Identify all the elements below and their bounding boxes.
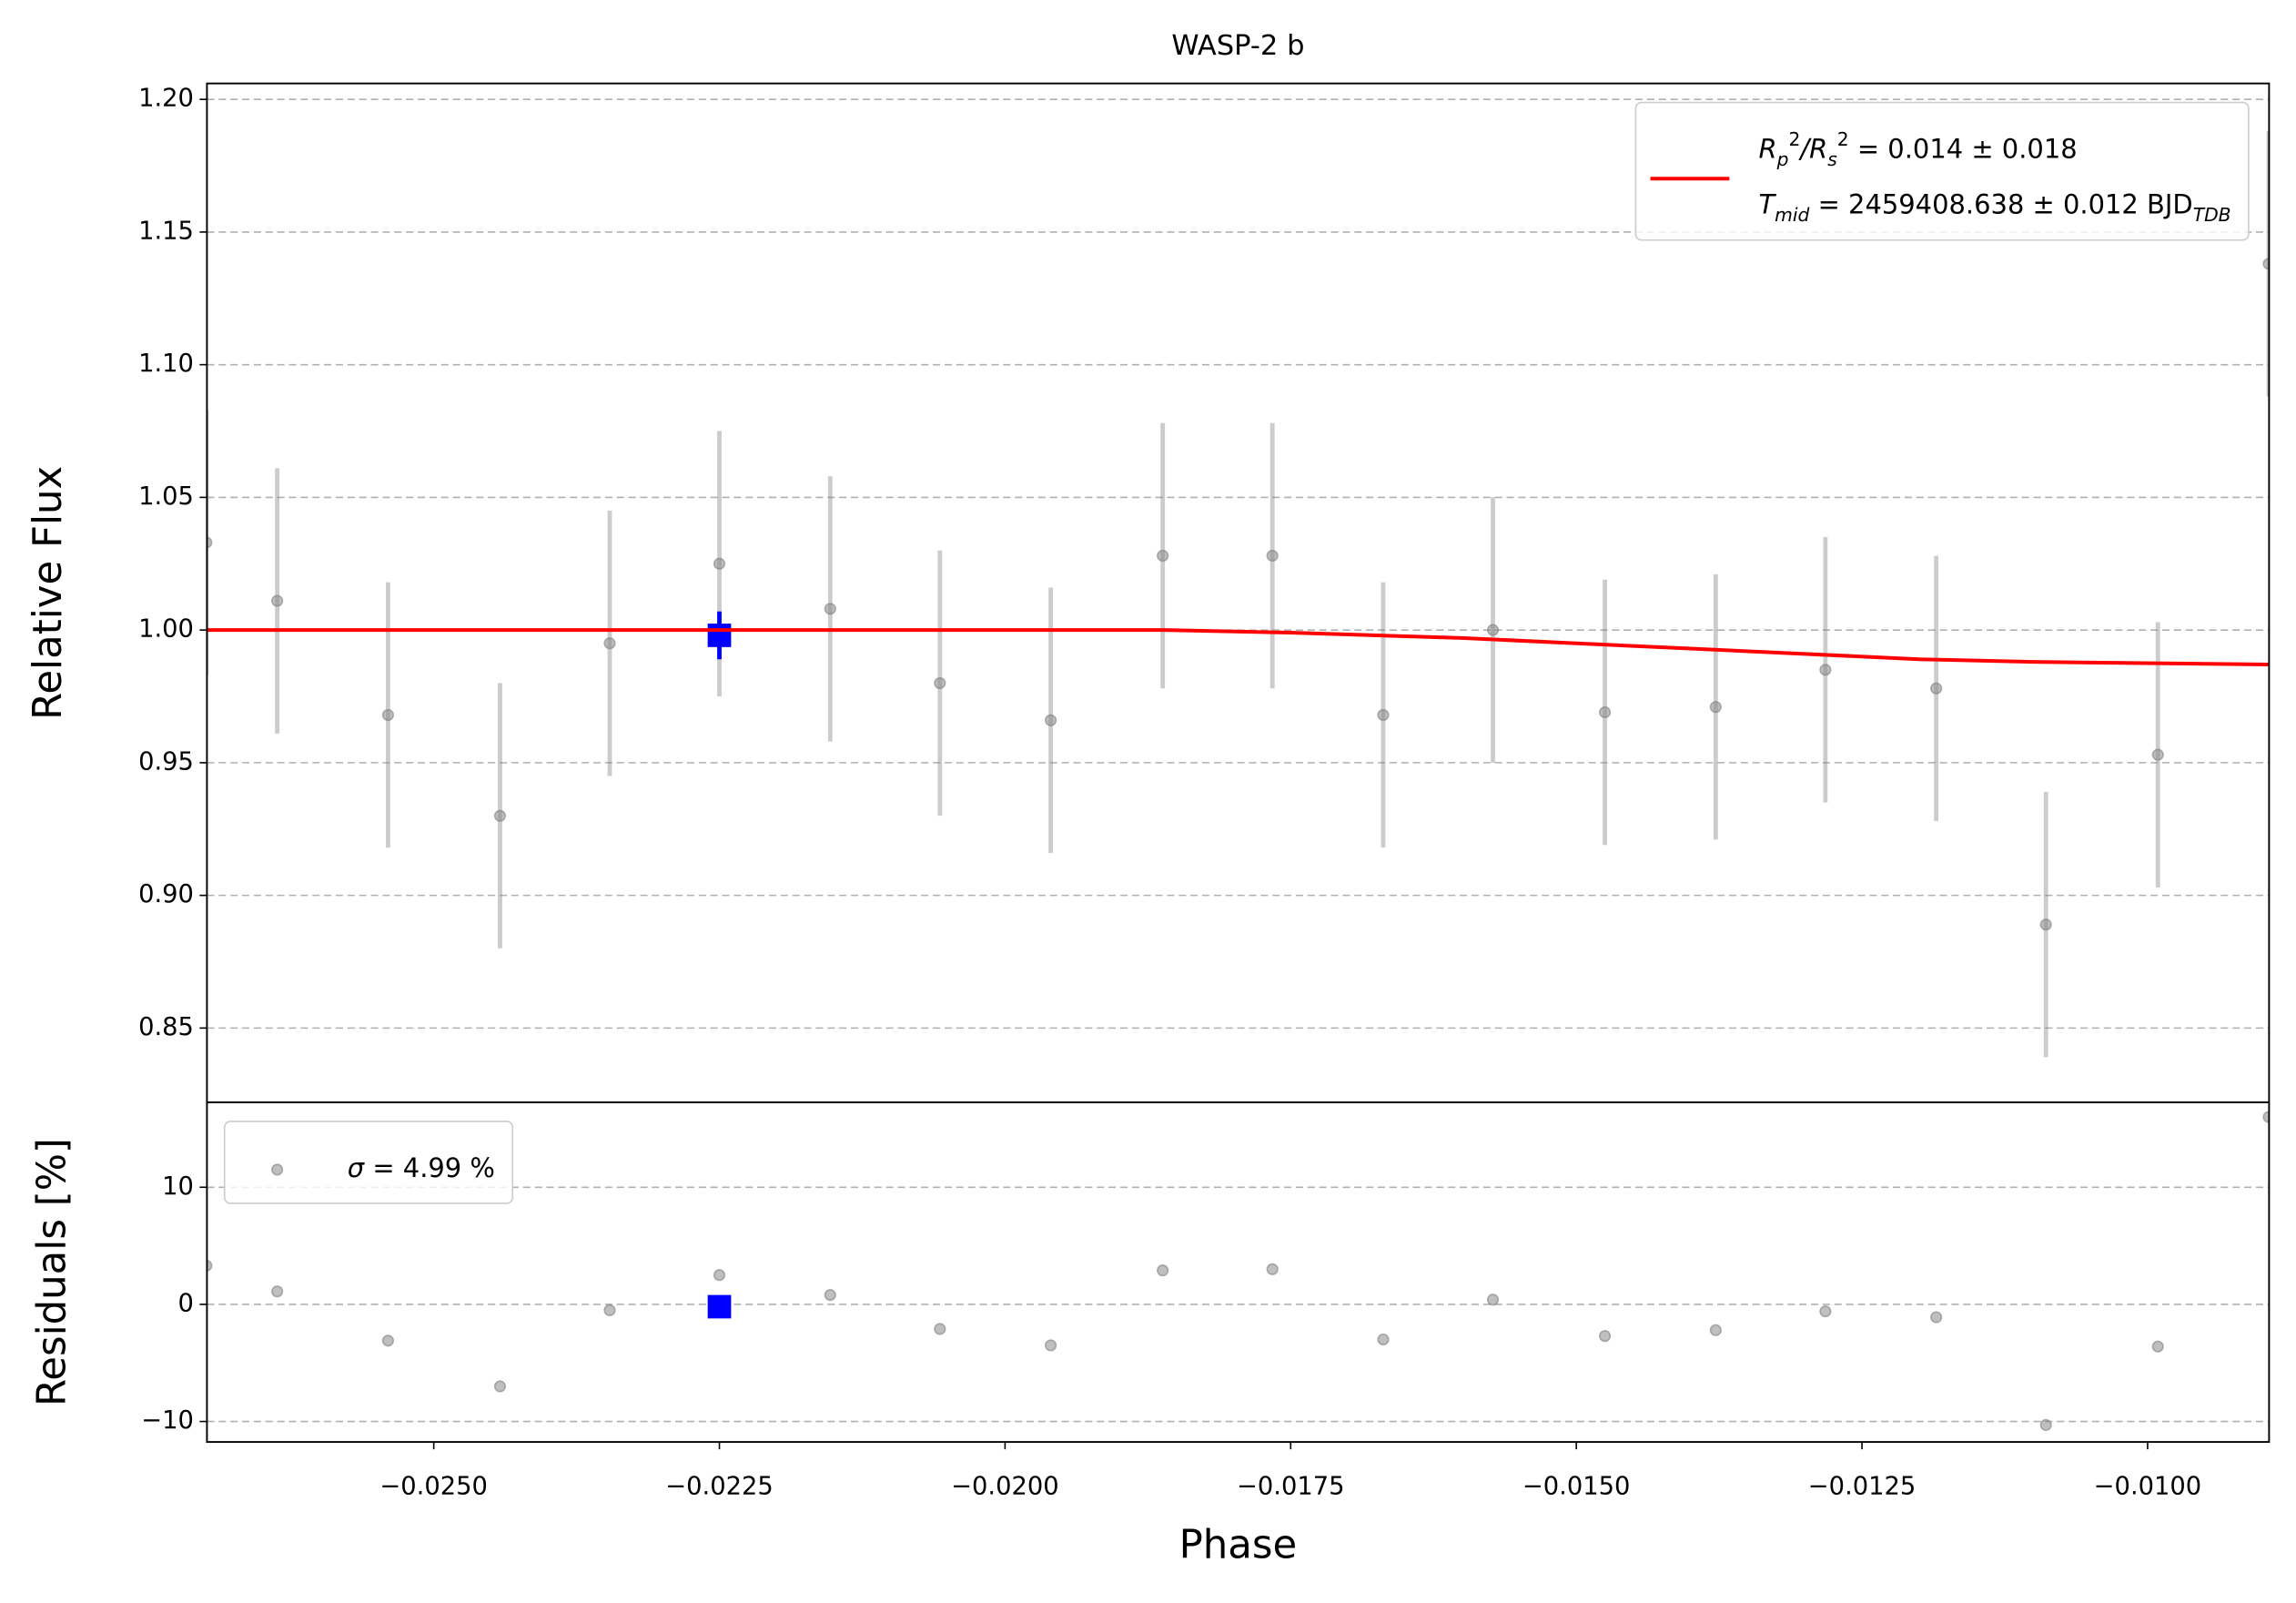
data-point	[1157, 549, 1169, 563]
text-run: TDB	[2193, 203, 2231, 225]
text-run: = 4.99 %	[364, 1152, 495, 1183]
y-tick-label: 0.85	[138, 1013, 194, 1041]
data-point	[2039, 918, 2052, 931]
data-point	[493, 1380, 507, 1393]
legend-box	[223, 1121, 514, 1204]
data-point	[1266, 1263, 1279, 1275]
x-tick-label: −0.0225	[665, 1472, 774, 1500]
y-tick-label: 1.20	[138, 85, 194, 113]
y-tick-label: 0	[178, 1289, 194, 1317]
x-tick-label: −0.0150	[1522, 1472, 1631, 1500]
text-run: σ	[348, 1152, 366, 1183]
data-point	[1598, 1330, 1612, 1343]
y-tick-label: 0.90	[138, 880, 194, 908]
data-point	[1709, 701, 1722, 714]
data-point	[271, 594, 284, 607]
x-tick-label: −0.0200	[951, 1472, 1059, 1500]
data-point	[2151, 748, 2164, 761]
data-point	[1045, 1339, 1057, 1352]
x-axis-label: Phase	[1179, 1522, 1298, 1567]
plot-area	[207, 131, 2270, 1058]
y-axis-label: Residuals [%]	[30, 1138, 76, 1406]
data-point	[1377, 708, 1390, 722]
data-point	[207, 1259, 213, 1273]
data-point	[493, 809, 507, 822]
y-tick-label: 1.15	[138, 217, 194, 245]
data-point	[1930, 1311, 1943, 1324]
text-run: 2	[1837, 128, 1849, 150]
y-axis-label: Relative Flux	[25, 466, 71, 720]
data-point	[2151, 1340, 2164, 1353]
text-run: 2	[1788, 128, 1800, 150]
data-point	[824, 603, 836, 615]
legend-handle	[271, 1163, 284, 1176]
data-point	[1486, 1294, 1500, 1306]
data-point	[2039, 1418, 2052, 1432]
x-tick-label: −0.0250	[379, 1472, 488, 1500]
legend: σ = 4.99 %	[223, 1121, 514, 1204]
text-run: p	[1776, 147, 1789, 169]
text-run: s	[1827, 147, 1837, 169]
data-point	[934, 676, 946, 690]
y-tick-label: −10	[141, 1406, 194, 1435]
data-point	[713, 1269, 726, 1282]
axes-frame	[206, 1101, 2271, 1444]
y-tick-label: 10	[162, 1172, 194, 1201]
x-tick-label: −0.0175	[1237, 1472, 1345, 1500]
text-run: T	[1759, 189, 1777, 220]
data-point	[207, 536, 213, 549]
data-point	[713, 557, 726, 570]
data-point	[381, 708, 395, 722]
data-point	[1598, 705, 1612, 719]
data-point	[1377, 1333, 1390, 1346]
text-run: = 0.014 ± 0.018	[1849, 134, 2078, 165]
legend-label: Tmid = 2459408.638 ± 0.012 BJDTDB	[1759, 189, 2231, 226]
binned-point	[707, 1294, 732, 1319]
data-point	[1486, 624, 1500, 636]
text-run: = 2459408.638 ± 0.012 BJD	[1809, 189, 2192, 220]
legend-label: Rp2/Rs2 = 0.014 ± 0.018	[1759, 128, 2078, 170]
data-point	[934, 1323, 946, 1335]
legend-box	[1634, 101, 2250, 241]
x-tick-label: −0.0125	[1808, 1472, 1917, 1500]
y-tick-label: 1.05	[138, 482, 194, 511]
chart-title: WASP-2 b	[1171, 30, 1304, 62]
data-point	[1157, 1264, 1169, 1277]
data-point	[603, 1304, 616, 1316]
model-line	[207, 628, 2270, 667]
text-run: mid	[1775, 203, 1809, 225]
y-tick-label: 1.10	[138, 350, 194, 378]
text-run: /R	[1797, 134, 1827, 165]
binned-point	[707, 624, 732, 647]
text-run: R	[1759, 134, 1777, 165]
data-point	[603, 637, 616, 650]
data-point	[1266, 549, 1279, 563]
legend-label: σ = 4.99 %	[348, 1152, 495, 1183]
data-point	[1819, 664, 1832, 676]
plot-area	[207, 1111, 2270, 1432]
data-point	[1709, 1324, 1722, 1336]
data-point	[1930, 682, 1943, 695]
y-tick-label: 1.00	[138, 615, 194, 644]
data-point	[381, 1334, 395, 1347]
data-point	[1045, 714, 1057, 726]
x-tick-label: −0.0100	[2094, 1472, 2202, 1500]
y-tick-label: 0.95	[138, 747, 194, 776]
data-point	[271, 1285, 284, 1298]
data-point	[1819, 1305, 1832, 1318]
data-point	[824, 1289, 836, 1302]
